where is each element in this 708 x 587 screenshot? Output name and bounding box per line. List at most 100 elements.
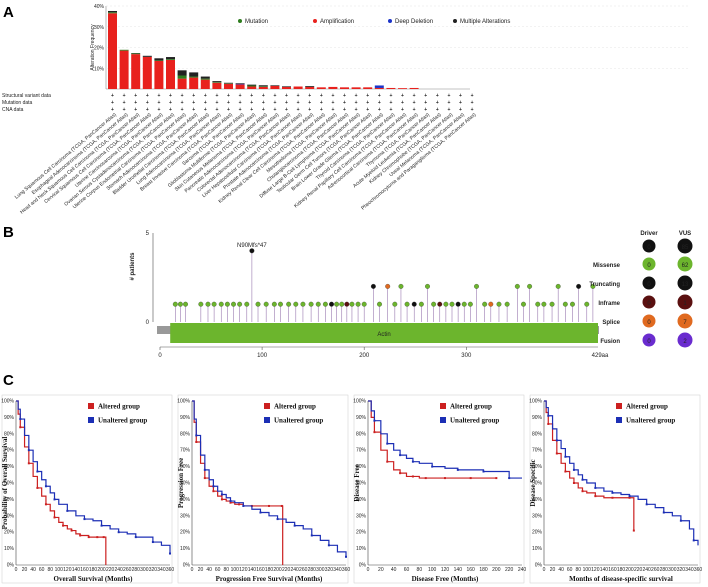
censor-mark — [203, 477, 206, 480]
censor-mark — [424, 477, 427, 480]
x-end-label: 429aa — [592, 353, 609, 359]
legend-label: Altered group — [450, 403, 492, 411]
unaltered-curve — [544, 400, 699, 546]
bar-segment — [235, 84, 245, 89]
vus-count: 2 — [683, 339, 687, 345]
availability-marker: + — [389, 93, 392, 99]
y-tick-label: 60% — [356, 464, 367, 470]
availability-marker: + — [250, 93, 253, 99]
censor-mark — [555, 439, 558, 442]
availability-marker: + — [262, 93, 265, 99]
bar-segment — [166, 59, 175, 60]
availability-marker: + — [146, 107, 149, 113]
availability-marker: + — [169, 100, 172, 106]
availability-marker: + — [157, 93, 160, 99]
lollipop-head — [398, 283, 404, 289]
censor-mark — [310, 534, 313, 537]
availability-marker: + — [181, 107, 184, 113]
x-tick-label: 140 — [600, 567, 609, 573]
lollipop-head — [590, 283, 596, 289]
censor-mark — [169, 552, 171, 555]
bar-segment — [131, 54, 141, 89]
lollipop-head — [315, 301, 321, 307]
lollipop-head — [322, 301, 328, 307]
x-tick-label: 40 — [558, 567, 564, 573]
bar-segment — [258, 86, 268, 89]
x-tick-label: 0 — [543, 567, 546, 573]
censor-mark — [692, 539, 695, 542]
censor-mark — [79, 534, 82, 537]
total-driver-count: 0 — [647, 245, 651, 251]
y-axis-label: # patients — [130, 252, 136, 281]
lollipop-head — [177, 301, 183, 307]
bar-segment — [166, 59, 175, 89]
x-axis-label: Disease Free (Months) — [412, 575, 479, 583]
censor-mark — [572, 468, 575, 471]
availability-marker: + — [389, 100, 392, 106]
availability-marker: + — [308, 100, 311, 106]
legend-label: Deep Deletion — [395, 19, 433, 25]
y-tick-label: 0% — [7, 563, 15, 569]
mutation-type-legend: Driver VUS 0 85 Missense 0 62 Truncating 0 13 Infr… — [589, 231, 693, 348]
legend-label: Mutation — [245, 19, 268, 25]
lollipop-head — [392, 301, 398, 307]
y-tick-label: 0 — [146, 320, 150, 326]
legend-type-label: Fusion — [600, 339, 620, 345]
censor-mark — [547, 422, 550, 425]
x-tick-label: 360 — [694, 567, 703, 573]
y-tick-label: 40% — [356, 497, 367, 503]
x-tick-label: 140 — [248, 567, 257, 573]
x-axis-label: Progression Free Survival (Months) — [216, 575, 323, 583]
availability-marker: + — [413, 100, 416, 106]
lollipop-head — [349, 301, 355, 307]
y-tick-label: 40% — [4, 497, 15, 503]
lollipop-head — [570, 301, 575, 307]
bar-segment — [258, 85, 268, 87]
lollipop-head — [461, 301, 467, 307]
x-tick-label: 20 — [550, 567, 556, 573]
censor-mark — [327, 544, 330, 547]
lollipop-head — [244, 301, 250, 307]
availability-marker: + — [320, 100, 323, 106]
plot-frame — [1, 394, 173, 584]
unaltered-curve — [368, 400, 522, 479]
legend-swatch — [88, 417, 94, 423]
censor-mark — [195, 441, 198, 443]
availability-marker: + — [123, 107, 126, 113]
bar-segment — [247, 85, 257, 87]
censor-mark — [53, 498, 56, 501]
legend-swatch — [440, 417, 446, 423]
x-tick-label: 220 — [106, 567, 115, 573]
lollipop-head — [584, 301, 590, 307]
x-tick-label: 280 — [660, 567, 669, 573]
lollipop-head — [278, 301, 283, 307]
x-tick-label: 220 — [634, 567, 643, 573]
bar-segment — [270, 85, 280, 86]
availability-marker: + — [239, 107, 242, 113]
censor-mark — [399, 472, 402, 475]
availability-marker: + — [389, 107, 392, 113]
y-tick-label: 90% — [356, 415, 367, 421]
legend-label: Altered group — [98, 403, 140, 411]
driver-count: 0 — [647, 263, 651, 269]
lollipop-head — [205, 301, 211, 307]
availability-marker: + — [111, 100, 114, 106]
censor-mark — [229, 500, 232, 503]
censor-mark — [564, 470, 567, 473]
y-tick-label: 100% — [1, 399, 14, 405]
x-tick-label: 0 — [15, 567, 18, 573]
lollipop-head — [521, 301, 526, 307]
y-tick-label: 80% — [532, 431, 543, 437]
x-tick-label: 100 — [231, 567, 240, 573]
y-tick-label: 60% — [532, 464, 543, 470]
lollipop-head — [443, 301, 449, 307]
bar-segment — [189, 76, 199, 78]
lollipop-head — [300, 301, 306, 307]
legend-label: Multiple Alterations — [460, 19, 510, 25]
censor-mark — [482, 470, 485, 473]
censor-mark — [134, 536, 137, 539]
row-label: Structural variant data — [2, 93, 51, 99]
panel-letter-a: A — [3, 4, 14, 21]
availability-marker: + — [355, 107, 358, 113]
censor-mark — [203, 468, 206, 471]
